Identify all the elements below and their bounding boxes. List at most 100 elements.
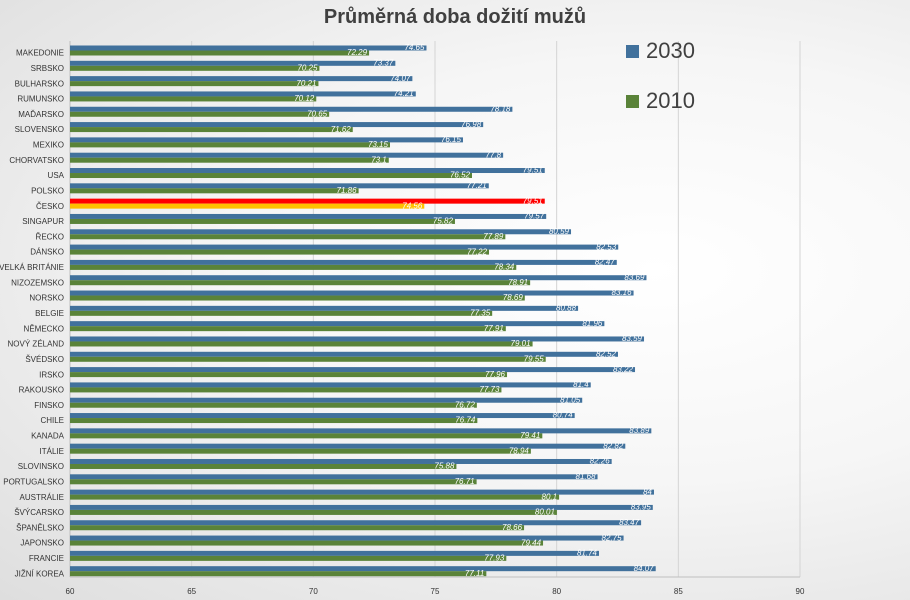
category-labels: MAKEDONIE SRBSKO BULHARSKO RUMUNSKO MAĎARSKO…: [0, 49, 65, 579]
category-label: IRSKO: [39, 370, 64, 379]
data-label-2030: 82.53: [596, 242, 617, 251]
data-label-2010: 77.96: [485, 370, 506, 379]
legend-label-2030: 2030: [646, 38, 695, 63]
data-label-2010: 78.66: [502, 523, 523, 532]
data-label-2010: 74.56: [402, 201, 423, 210]
bar-2010: [70, 463, 457, 469]
data-label-2010: 70.12: [294, 94, 315, 103]
bar-2030: [70, 45, 427, 51]
category-label: NĚMECKO: [24, 324, 64, 333]
bar-2030: [70, 382, 591, 388]
category-label: FINSKO: [34, 401, 64, 410]
bar-2010: [70, 50, 370, 56]
category-label: ČESKO: [36, 202, 64, 211]
bar-2030: [70, 351, 618, 357]
data-label-2010: 77.11: [465, 569, 484, 578]
data-label-2010: 77.73: [479, 385, 500, 394]
bar-2030: [70, 168, 545, 174]
bar-2010: [70, 280, 531, 286]
category-label: SINGAPUR: [22, 217, 64, 226]
category-label: NORSKO: [29, 294, 64, 303]
data-label-2010: 80.01: [535, 508, 555, 517]
data-label-2010: 70.25: [297, 64, 318, 73]
x-tick-label: 80: [552, 587, 561, 596]
data-label-2030: 76.98: [461, 120, 482, 129]
data-label-2010: 70.21: [296, 79, 316, 88]
category-label: JIŽNÍ KOREA: [15, 569, 65, 578]
bar-2010: [70, 326, 506, 332]
category-label: RUMUNSKO: [17, 95, 64, 104]
data-label-2010: 71.86: [337, 186, 358, 195]
bar-2030: [70, 137, 463, 143]
data-label-2030: 79.51: [523, 196, 543, 205]
data-label-2030: 81.74: [577, 549, 598, 558]
bar-2010: [70, 127, 353, 133]
bar-2030: [70, 397, 583, 403]
category-label: SRBSKO: [31, 64, 64, 73]
category-label: DÁNSKO: [30, 248, 64, 257]
bar-2010: [70, 509, 557, 515]
bar-2030: [70, 290, 634, 296]
x-tick-label: 65: [187, 587, 196, 596]
data-label-2010: 75.82: [433, 217, 454, 226]
bar-2030: [70, 566, 656, 572]
data-label-2010: 77.91: [484, 324, 504, 333]
data-label-2010: 78.91: [508, 278, 528, 287]
category-label: VELKÁ BRITÁNIE: [0, 263, 64, 272]
data-label-2010: 71.62: [331, 125, 352, 134]
category-label: CHORVATSKO: [9, 156, 64, 165]
data-label-2030: 78.18: [490, 104, 511, 113]
bar-2030: [70, 198, 545, 204]
bar-2030: [70, 535, 624, 541]
data-label-2030: 83.47: [619, 518, 640, 527]
bar-2010: [70, 356, 546, 362]
bar-2030: [70, 76, 413, 82]
data-label-2030: 81.4: [573, 380, 589, 389]
category-label: SLOVINSKO: [18, 462, 64, 471]
bar-2010: [70, 402, 477, 408]
data-label-2010: 79.55: [524, 354, 545, 363]
bar-2030: [70, 213, 547, 219]
data-label-2030: 81.96: [582, 319, 603, 328]
category-label: NOVÝ ZÉLAND: [8, 340, 65, 349]
data-label-2030: 82.52: [596, 349, 617, 358]
data-label-2030: 84: [643, 487, 652, 496]
bar-2010: [70, 173, 472, 179]
bar-2030: [70, 428, 652, 434]
category-label: PORTUGALSKO: [3, 477, 64, 486]
bar-2010: [70, 96, 317, 102]
data-label-2030: 83.95: [631, 503, 652, 512]
data-label-2030: 83.59: [622, 334, 643, 343]
category-label: ŠVÝCARSKO: [14, 508, 64, 517]
data-label-2010: 77.35: [470, 309, 491, 318]
bar-2030: [70, 520, 642, 526]
chart-title: Průměrná doba dožití mužů: [323, 6, 587, 28]
data-label-2010: 77.89: [483, 232, 504, 241]
category-label: USA: [48, 171, 65, 180]
bar-2030: [70, 122, 484, 128]
data-label-2030: 81.68: [576, 472, 597, 481]
bar-2010: [70, 433, 543, 439]
bar-2010: [70, 249, 490, 255]
bar-2010: [70, 494, 560, 500]
category-label: MAKEDONIE: [16, 49, 64, 58]
data-label-2010: 72.29: [347, 48, 368, 57]
data-label-2030: 79.51: [523, 166, 543, 175]
data-label-2030: 81.05: [560, 395, 581, 404]
bar-2010: [70, 555, 507, 561]
bar-2010: [70, 295, 525, 301]
bar-2030: [70, 550, 600, 556]
data-label-2010: 76.71: [455, 477, 475, 486]
bar-2030: [70, 474, 598, 480]
bar-2010: [70, 418, 478, 424]
data-label-2030: 83.22: [613, 365, 634, 374]
bar-2030: [70, 183, 489, 189]
category-label: MEXIKO: [33, 141, 64, 150]
category-label: ITÁLIE: [40, 447, 64, 456]
bar-2030: [70, 244, 619, 250]
x-tick-label: 70: [309, 587, 318, 596]
category-label: RAKOUSKO: [19, 386, 64, 395]
data-label-2030: 74.65: [404, 43, 425, 52]
category-label: ŘECKO: [36, 232, 64, 241]
